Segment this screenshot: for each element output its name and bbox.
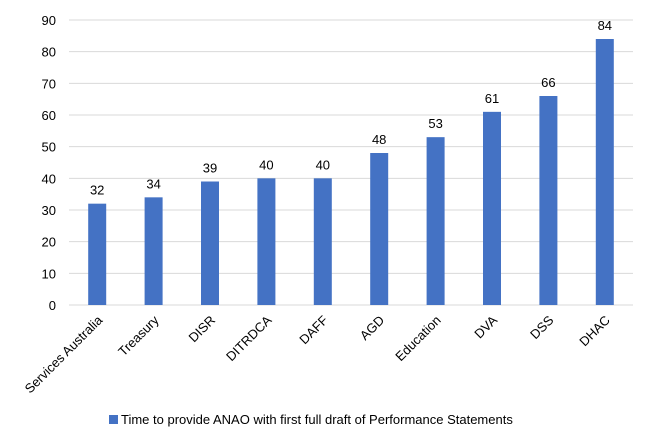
bars [88, 39, 614, 305]
x-tick-label: DITRDCA [223, 312, 275, 364]
x-tick-label: DVA [471, 312, 500, 341]
bar [257, 178, 276, 305]
bar [426, 137, 445, 305]
x-tick-label: Education [392, 313, 443, 364]
data-label: 40 [316, 157, 330, 172]
y-tick-label: 50 [42, 140, 56, 155]
data-label: 66 [541, 75, 555, 90]
x-axis-ticks: Services Australia Treasury DISR DITRDCA DAF… [22, 312, 613, 396]
y-tick-label: 90 [42, 13, 56, 28]
legend-label: Time to provide ANAO with first full dra… [121, 412, 513, 427]
data-label: 84 [598, 18, 612, 33]
bar [370, 153, 389, 305]
y-tick-label: 40 [42, 171, 56, 186]
bar [313, 178, 332, 305]
y-tick-label: 30 [42, 203, 56, 218]
y-tick-label: 0 [49, 298, 56, 313]
y-tick-label: 70 [42, 76, 56, 91]
y-tick-label: 60 [42, 108, 56, 123]
bar [483, 111, 501, 305]
bar [88, 203, 107, 305]
gridlines [69, 19, 633, 306]
legend: Time to provide ANAO with first full dra… [109, 412, 513, 427]
data-label: 48 [372, 132, 386, 147]
x-tick-label: DSS [527, 312, 557, 342]
bar [595, 39, 614, 305]
x-tick-label: AGD [357, 313, 388, 344]
data-label: 53 [428, 116, 442, 131]
x-tick-label: DISR [186, 313, 219, 346]
y-axis-ticks: 0 10 20 30 40 50 60 70 80 90 [42, 13, 56, 313]
x-tick-label: DAFF [296, 312, 331, 347]
data-label: 39 [203, 161, 217, 176]
bar [201, 181, 219, 305]
bar [539, 96, 558, 305]
x-tick-label: DHAC [576, 313, 613, 350]
data-label: 32 [90, 183, 104, 198]
x-tick-label: Services Australia [22, 312, 106, 396]
data-label: 61 [485, 91, 499, 106]
y-tick-label: 20 [42, 235, 56, 250]
data-labels: 32 34 39 40 40 48 53 61 66 84 [90, 18, 612, 198]
y-tick-label: 10 [42, 266, 56, 281]
legend-swatch [109, 415, 118, 424]
y-tick-label: 80 [42, 45, 56, 60]
bar [144, 197, 163, 305]
data-label: 34 [146, 176, 160, 191]
x-tick-label: Treasury [115, 312, 162, 359]
data-label: 40 [259, 157, 273, 172]
